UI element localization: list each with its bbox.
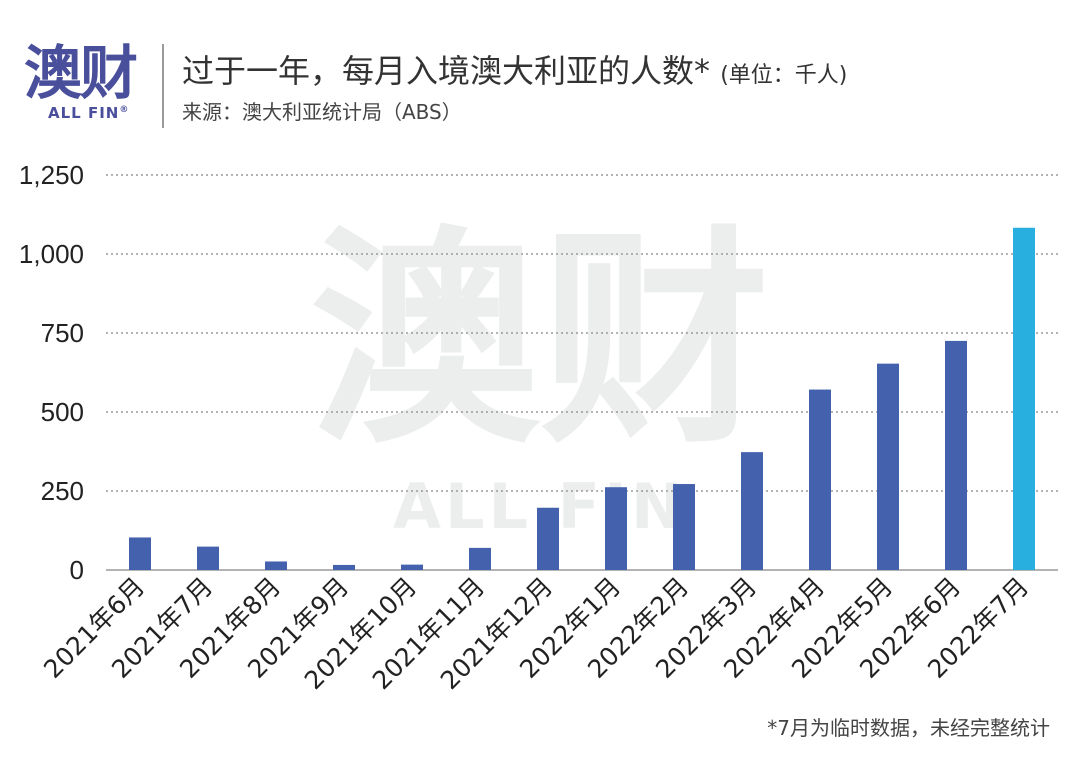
y-tick-label: 750 — [41, 318, 84, 348]
logo-subtext: ALL FIN® — [48, 104, 130, 122]
bar — [265, 561, 287, 570]
bar — [469, 547, 491, 570]
chart-title: 过于一年，每月入境澳大利亚的人数* (单位：千人) — [182, 46, 847, 92]
y-tick-label: 1,000 — [19, 239, 84, 269]
bar — [1013, 227, 1035, 570]
bar — [605, 487, 627, 570]
y-tick-label: 250 — [41, 476, 84, 506]
bar — [809, 389, 831, 570]
bar — [401, 564, 423, 570]
y-tick-label: 500 — [41, 397, 84, 427]
bar — [333, 564, 355, 570]
y-tick-label: 1,250 — [19, 160, 84, 190]
chart-unit: (单位：千人) — [720, 63, 848, 88]
registered-mark: ® — [119, 105, 130, 115]
brand-logo: 澳财 ALL FIN® — [22, 38, 152, 133]
watermark-logo: 澳财 — [310, 208, 770, 475]
logo-mark: 澳财 — [24, 39, 138, 107]
bar — [673, 484, 695, 570]
y-tick-label: 0 — [70, 555, 84, 585]
bar — [537, 507, 559, 570]
chart-title-text: 过于一年，每月入境澳大利亚的人数* — [182, 52, 711, 90]
header-divider — [162, 44, 164, 128]
bar — [741, 452, 763, 570]
chart-footnote: *7月为临时数据，未经完整统计 — [767, 716, 1050, 740]
bar — [197, 546, 219, 570]
bar — [877, 363, 899, 570]
chart-source: 来源：澳大利亚统计局（ABS） — [182, 100, 462, 124]
bar — [945, 340, 967, 570]
bar — [129, 537, 151, 570]
